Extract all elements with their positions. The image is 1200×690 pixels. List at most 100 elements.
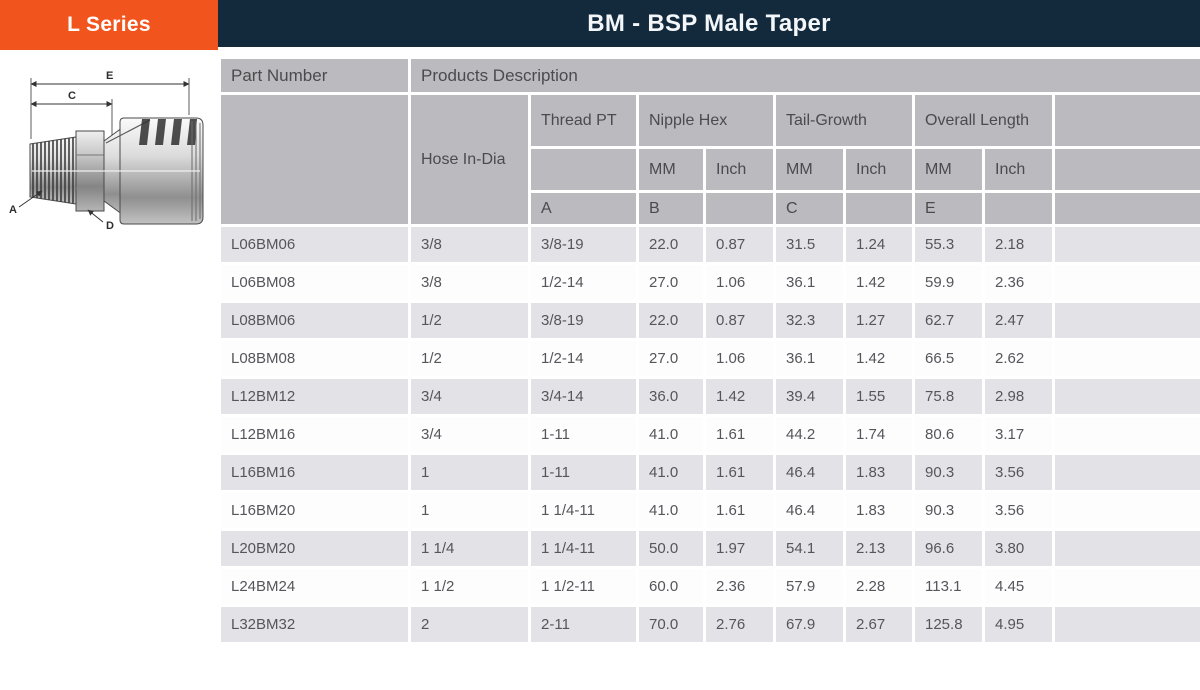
header-nipple-mm: MM — [636, 146, 706, 193]
fitting-diagram: E C — [0, 55, 218, 245]
leader-line-d — [87, 209, 104, 223]
cell-part-number: L24BM24 — [218, 566, 411, 607]
cell-tail-growth-mm: 36.1 — [773, 262, 846, 303]
dim-label-c: C — [68, 90, 76, 102]
cell-nipple-hex-mm: 41.0 — [636, 490, 706, 531]
cell-hose-in-dia: 1/2 — [408, 338, 531, 379]
cell-thread-pt: 3/4-14 — [528, 376, 639, 417]
cell-hose-in-dia: 3/4 — [408, 414, 531, 455]
cell-tail-growth-mm: 46.4 — [773, 452, 846, 493]
cell-hose-in-dia: 1/2 — [408, 300, 531, 341]
cell-hose-in-dia: 1 1/4 — [408, 528, 531, 569]
header-part-number: Part Number — [218, 56, 411, 95]
table-row: L08BM06 1/2 3/8-19 22.0 0.87 32.3 1.27 6… — [218, 300, 1200, 341]
cell-overall-length-mm: 75.8 — [912, 376, 985, 417]
table-row: L06BM06 3/8 3/8-19 22.0 0.87 31.5 1.24 5… — [218, 224, 1200, 265]
table-row: L08BM08 1/2 1/2-14 27.0 1.06 36.1 1.42 6… — [218, 338, 1200, 379]
header-nipple-inch: Inch — [703, 146, 776, 193]
cell-overall-length-mm: 90.3 — [912, 452, 985, 493]
cell-nipple-hex-mm: 27.0 — [636, 262, 706, 303]
cell-nipple-hex-mm: 70.0 — [636, 604, 706, 645]
table-row: L20BM20 1 1/4 1 1/4-11 50.0 1.97 54.1 2.… — [218, 528, 1200, 569]
cell-spacer-right — [1051, 490, 1200, 531]
header-dim-b-spacer — [703, 190, 776, 227]
header-tail-mm: MM — [773, 146, 846, 193]
header-hose-in-dia: Hose In-Dia — [408, 92, 531, 227]
cell-thread-pt: 1-11 — [528, 414, 639, 455]
cell-tail-growth-mm: 57.9 — [773, 566, 846, 607]
header-overall-length: Overall Length — [912, 92, 1055, 149]
cell-hose-in-dia: 1 1/2 — [408, 566, 531, 607]
cell-tail-growth-inch: 2.28 — [843, 566, 915, 607]
cell-spacer-right — [1051, 300, 1200, 341]
page-title-bar: BM - BSP Male Taper — [218, 0, 1200, 47]
table-row: L16BM16 1 1-11 41.0 1.61 46.4 1.83 90.3 … — [218, 452, 1200, 493]
cell-overall-length-inch: 2.98 — [982, 376, 1055, 417]
cell-part-number: L16BM16 — [218, 452, 411, 493]
dim-label-d: D — [106, 220, 114, 232]
cell-nipple-hex-inch: 1.61 — [703, 414, 776, 455]
dim-label-a: A — [9, 204, 17, 216]
table-row: L12BM12 3/4 3/4-14 36.0 1.42 39.4 1.55 7… — [218, 376, 1200, 417]
cell-tail-growth-inch: 1.55 — [843, 376, 915, 417]
header-spacer-right-2 — [1051, 146, 1200, 193]
cell-nipple-hex-mm: 22.0 — [636, 224, 706, 265]
cell-hose-in-dia: 3/8 — [408, 224, 531, 265]
cell-spacer-right — [1051, 414, 1200, 455]
cell-part-number: L16BM20 — [218, 490, 411, 531]
cell-overall-length-mm: 96.6 — [912, 528, 985, 569]
cell-tail-growth-mm: 31.5 — [773, 224, 846, 265]
cell-overall-length-inch: 2.18 — [982, 224, 1055, 265]
cell-part-number: L12BM12 — [218, 376, 411, 417]
header-nipple-hex: Nipple Hex — [636, 92, 776, 149]
cell-nipple-hex-inch: 0.87 — [703, 300, 776, 341]
cell-thread-pt: 1/2-14 — [528, 262, 639, 303]
cell-thread-pt: 1/2-14 — [528, 338, 639, 379]
header-dim-c: C — [773, 190, 846, 227]
cell-tail-growth-inch: 1.83 — [843, 490, 915, 531]
cell-overall-length-inch: 4.45 — [982, 566, 1055, 607]
cell-part-number: L06BM06 — [218, 224, 411, 265]
cell-spacer-right — [1051, 376, 1200, 417]
cell-tail-growth-mm: 32.3 — [773, 300, 846, 341]
cell-part-number: L08BM06 — [218, 300, 411, 341]
cell-nipple-hex-mm: 41.0 — [636, 452, 706, 493]
cell-thread-pt: 3/8-19 — [528, 300, 639, 341]
cell-tail-growth-mm: 54.1 — [773, 528, 846, 569]
cell-thread-pt: 2-11 — [528, 604, 639, 645]
cell-overall-length-mm: 125.8 — [912, 604, 985, 645]
cell-thread-pt: 1 1/4-11 — [528, 528, 639, 569]
cell-nipple-hex-mm: 50.0 — [636, 528, 706, 569]
table-row: L16BM20 1 1 1/4-11 41.0 1.61 46.4 1.83 9… — [218, 490, 1200, 531]
cell-spacer-right — [1051, 452, 1200, 493]
cell-tail-growth-mm: 39.4 — [773, 376, 846, 417]
table-row: L32BM32 2 2-11 70.0 2.76 67.9 2.67 125.8… — [218, 604, 1200, 645]
cell-overall-length-inch: 2.47 — [982, 300, 1055, 341]
header-overall-mm: MM — [912, 146, 985, 193]
cell-thread-pt: 1 1/2-11 — [528, 566, 639, 607]
header-part-number-spacer — [218, 92, 411, 227]
cell-tail-growth-inch: 1.27 — [843, 300, 915, 341]
cell-part-number: L06BM08 — [218, 262, 411, 303]
cell-tail-growth-inch: 1.24 — [843, 224, 915, 265]
table-row: L12BM16 3/4 1-11 41.0 1.61 44.2 1.74 80.… — [218, 414, 1200, 455]
cell-spacer-right — [1051, 262, 1200, 303]
header-dim-b: B — [636, 190, 706, 227]
cell-nipple-hex-mm: 60.0 — [636, 566, 706, 607]
cell-tail-growth-inch: 2.67 — [843, 604, 915, 645]
cell-overall-length-inch: 3.56 — [982, 490, 1055, 531]
cell-overall-length-mm: 62.7 — [912, 300, 985, 341]
header-tail-inch: Inch — [843, 146, 915, 193]
header-overall-inch: Inch — [982, 146, 1055, 193]
cell-overall-length-mm: 90.3 — [912, 490, 985, 531]
cell-hose-in-dia: 1 — [408, 490, 531, 531]
cell-spacer-right — [1051, 224, 1200, 265]
cell-part-number: L08BM08 — [218, 338, 411, 379]
cell-nipple-hex-inch: 1.61 — [703, 452, 776, 493]
cell-overall-length-inch: 4.95 — [982, 604, 1055, 645]
table-row: L06BM08 3/8 1/2-14 27.0 1.06 36.1 1.42 5… — [218, 262, 1200, 303]
cell-tail-growth-inch: 1.74 — [843, 414, 915, 455]
cell-overall-length-mm: 59.9 — [912, 262, 985, 303]
cell-nipple-hex-inch: 2.76 — [703, 604, 776, 645]
